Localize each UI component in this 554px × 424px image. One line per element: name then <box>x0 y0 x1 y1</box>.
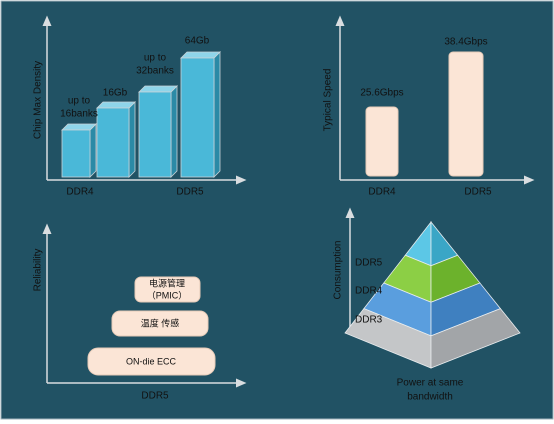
labels: up to 16banks 16Gb up to 32banks 64Gb DDR5 DDR4… <box>60 36 383 326</box>
axes <box>42 15 535 388</box>
bar-top <box>96 101 136 109</box>
bar-top <box>138 85 178 93</box>
speed-bar <box>448 51 484 177</box>
x-label: DDR4 <box>66 187 94 198</box>
layer-label: DDR3 <box>355 315 383 326</box>
layer-label: DDR5 <box>355 258 383 269</box>
bar-side <box>128 101 136 178</box>
bar-top <box>61 123 97 131</box>
x-label: Power at same <box>397 378 464 389</box>
bar-label: 38.4Gbps <box>444 37 487 48</box>
feature-label: 温度 传感 <box>141 317 180 328</box>
pyramid <box>344 220 521 369</box>
feature-box <box>87 347 216 376</box>
x-label: bandwidth <box>407 392 453 403</box>
layer-label: DDR4 <box>355 286 383 297</box>
bar-front <box>138 91 172 178</box>
axis-label: Consumption <box>333 241 344 300</box>
bar-label: 64Gb <box>185 36 210 47</box>
bar-front <box>61 129 91 178</box>
axis-label: Reliability <box>33 249 44 292</box>
speed-bar <box>365 106 399 177</box>
feature-box <box>111 310 209 337</box>
x-label: DDR4 <box>368 187 396 198</box>
bar-label: up to <box>68 96 91 107</box>
bar-side <box>170 85 178 178</box>
feature-label: （PMIC） <box>147 290 188 300</box>
bar-label: 16Gb <box>103 88 128 99</box>
bar-front <box>96 107 130 178</box>
pyramid-face <box>430 308 521 369</box>
bar-side <box>213 51 221 178</box>
x-label: DDR5 <box>464 187 492 198</box>
feature-label: ON-die ECC <box>126 356 177 366</box>
density-bars <box>61 51 221 178</box>
bar-label: 16banks <box>60 109 98 120</box>
x-label: DDR5 <box>141 391 169 402</box>
bar-side <box>89 123 97 178</box>
bar-label: up to <box>144 53 167 64</box>
axis-label: Typical Speed <box>323 69 334 132</box>
feature-label: 电源管理 <box>149 277 185 288</box>
feature-box <box>134 276 201 303</box>
bar-front <box>180 57 215 178</box>
bar-label: 25.6Gbps <box>360 88 403 99</box>
x-label: DDR5 <box>176 187 204 198</box>
bar-label: 32banks <box>136 66 174 77</box>
bar-top <box>180 51 221 59</box>
axis-label: Chip Max Density <box>33 61 44 139</box>
